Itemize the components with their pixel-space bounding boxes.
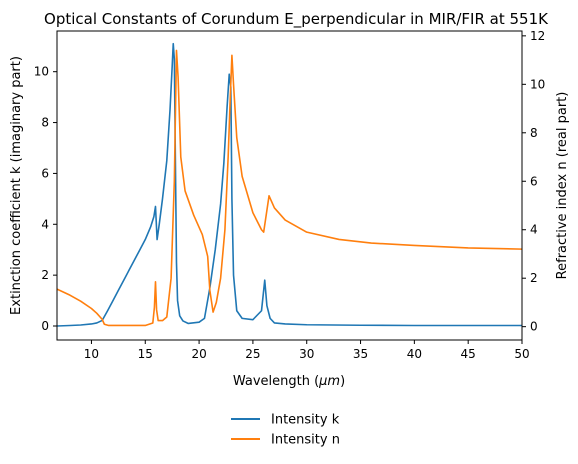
y-left-tick-label: 10 [34, 65, 49, 79]
x-tick-label: 20 [191, 347, 206, 361]
x-axis-label-unit: μm [318, 374, 340, 389]
x-tick-label: 10 [84, 347, 99, 361]
y-left-tick-label: 0 [41, 319, 49, 333]
x-axis: 10 15 20 25 30 35 40 45 50 [84, 340, 530, 361]
y-right-tick-label: 0 [530, 320, 538, 334]
x-tick-label: 25 [245, 347, 260, 361]
legend-label-n: Intensity n [271, 433, 340, 448]
series-line-k [57, 42, 522, 327]
y-axis-right-label: Refractive index n (real part) [555, 92, 570, 280]
y-axis-left-label: Extinction coefficient k (imaginary part… [9, 56, 24, 315]
x-tick-label: 35 [353, 347, 368, 361]
legend-label-k: Intensity k [271, 413, 340, 428]
x-axis-label: Wavelength (μm) [233, 374, 345, 389]
x-tick-label: 40 [407, 347, 422, 361]
x-tick-label: 15 [138, 347, 153, 361]
y-left-tick-label: 2 [41, 268, 49, 282]
x-tick-label: 30 [299, 347, 314, 361]
x-axis-label-close: ) [340, 374, 345, 389]
y-right-tick-label: 10 [530, 77, 545, 91]
y-left-tick-label: 4 [41, 217, 49, 231]
x-tick-label: 45 [461, 347, 476, 361]
plot-area [56, 30, 523, 341]
series-layer [57, 42, 522, 327]
y-axis-left: 0 2 4 6 8 10 [34, 65, 57, 333]
y-right-tick-label: 6 [530, 174, 538, 188]
plot-frame [56, 30, 523, 341]
y-left-tick-label: 8 [41, 116, 49, 130]
y-right-tick-label: 2 [530, 271, 538, 285]
x-axis-label-text: Wavelength ( [233, 374, 319, 389]
y-right-tick-label: 12 [530, 29, 545, 43]
y-right-tick-label: 4 [530, 223, 538, 237]
y-axis-right: 0 2 4 6 8 10 12 [522, 29, 545, 334]
y-left-tick-label: 6 [41, 166, 49, 180]
x-tick-label: 50 [514, 347, 529, 361]
chart-title: Optical Constants of Corundum E_perpendi… [44, 10, 549, 29]
series-line-n [57, 49, 522, 327]
legend: Intensity k Intensity n [231, 413, 340, 448]
y-right-tick-label: 8 [530, 126, 538, 140]
